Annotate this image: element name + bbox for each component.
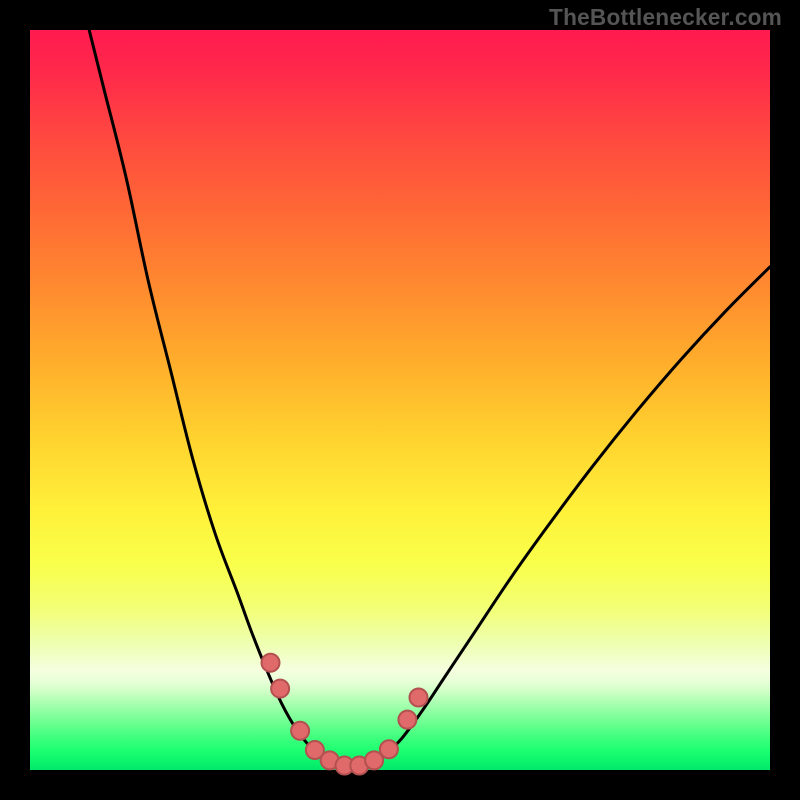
data-marker (262, 654, 280, 672)
bottleneck-chart: TheBottlenecker.com (0, 0, 800, 800)
data-marker (410, 688, 428, 706)
data-marker (271, 680, 289, 698)
data-marker (380, 740, 398, 758)
plot-background (30, 30, 770, 770)
chart-svg (0, 0, 800, 800)
data-marker (291, 722, 309, 740)
data-marker (398, 711, 416, 729)
watermark-label: TheBottlenecker.com (549, 4, 782, 31)
